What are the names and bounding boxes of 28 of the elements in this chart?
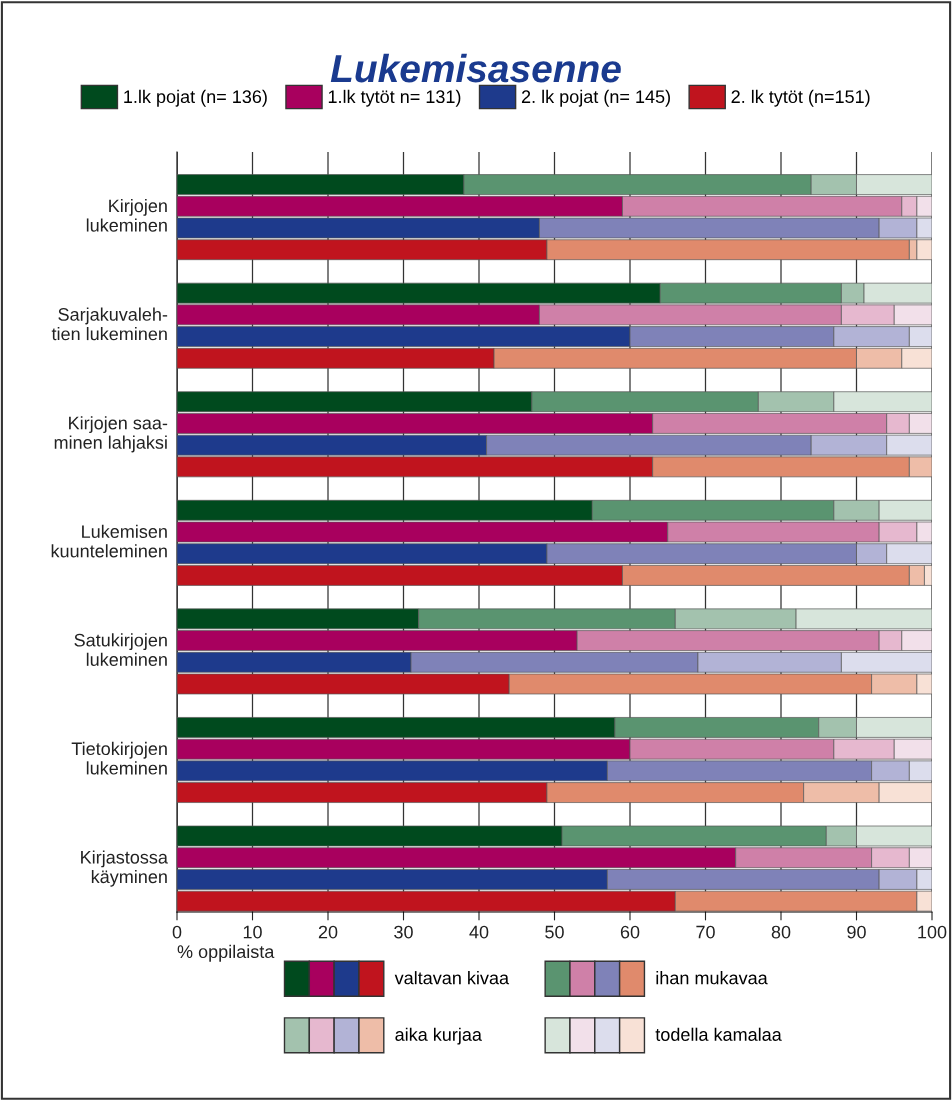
legend-label: valtavan kivaa: [394, 971, 510, 985]
x-tick-label: 60: [620, 925, 640, 939]
x-tick-label: 100: [918, 925, 947, 939]
text: Sarjakuvaleh- tien lukeminen: [51, 307, 168, 341]
text: Satukirjojen lukeminen: [74, 633, 167, 666]
chart-title: Lukemisasenne: [330, 53, 621, 83]
text: Kirjojen lukeminen: [86, 199, 167, 232]
text: 2. lk tytöt (n=151): [731, 89, 870, 107]
text: 1.lk pojat (n= 136): [124, 89, 267, 107]
x-tick-label: 80: [771, 925, 791, 939]
text: Kirjojen saa- minen lahjaksi: [54, 416, 168, 453]
legend-label: ihan mukavaa: [656, 971, 768, 985]
legend-label: aika kurjaa: [395, 1027, 482, 1045]
x-tick-label: 90: [847, 925, 866, 939]
x-tick-label: 10: [243, 925, 262, 939]
x-tick-label: 0: [172, 925, 182, 939]
text: 1.lk tytöt n= 131): [328, 89, 461, 107]
x-axis-title: % oppilaista: [177, 944, 275, 962]
x-tick-label: 50: [545, 925, 564, 939]
x-tick-label: 30: [394, 925, 413, 939]
legend-label: todella kamalaa: [655, 1027, 782, 1041]
text: 2. lk pojat (n= 145): [521, 89, 670, 107]
text: Tietokirjojen lukeminen: [71, 741, 167, 775]
x-tick-label: 20: [318, 925, 338, 939]
x-tick-label: 40: [469, 925, 489, 939]
text: Kirjastossa käyminen: [81, 850, 168, 887]
x-tick-label: 70: [696, 925, 715, 939]
text: Lukemisen kuunteleminen: [51, 524, 167, 558]
